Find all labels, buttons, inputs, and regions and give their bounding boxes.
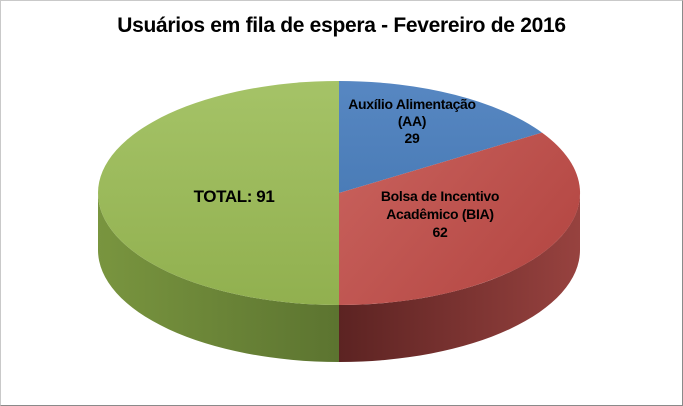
pie-slice-total (98, 81, 339, 305)
data-label-bia-line1: Bolsa de Incentivo (380, 188, 500, 204)
data-label-aa-line1: Auxílio Alimentação (348, 96, 476, 112)
data-label-bia-line2: Acadêmico (BIA) (386, 206, 494, 222)
chart-title: Usuários em fila de espera - Fevereiro d… (117, 14, 566, 37)
pie-slice-aa (339, 81, 542, 193)
pie-slice-bia (339, 132, 581, 305)
data-label-aa-value: 29 (404, 130, 420, 146)
data-label-total: TOTAL: 91 (193, 187, 275, 206)
data-label-bia-value: 62 (432, 224, 448, 240)
data-label-aa: Auxílio Alimentação (AA) 29 (302, 96, 522, 147)
pie-slice-total-side (98, 193, 339, 362)
pie-slice-bia-side (339, 193, 580, 362)
data-label-aa-line2: (AA) (397, 113, 427, 129)
data-label-bia: Bolsa de Incentivo Acadêmico (BIA) 62 (330, 187, 550, 241)
